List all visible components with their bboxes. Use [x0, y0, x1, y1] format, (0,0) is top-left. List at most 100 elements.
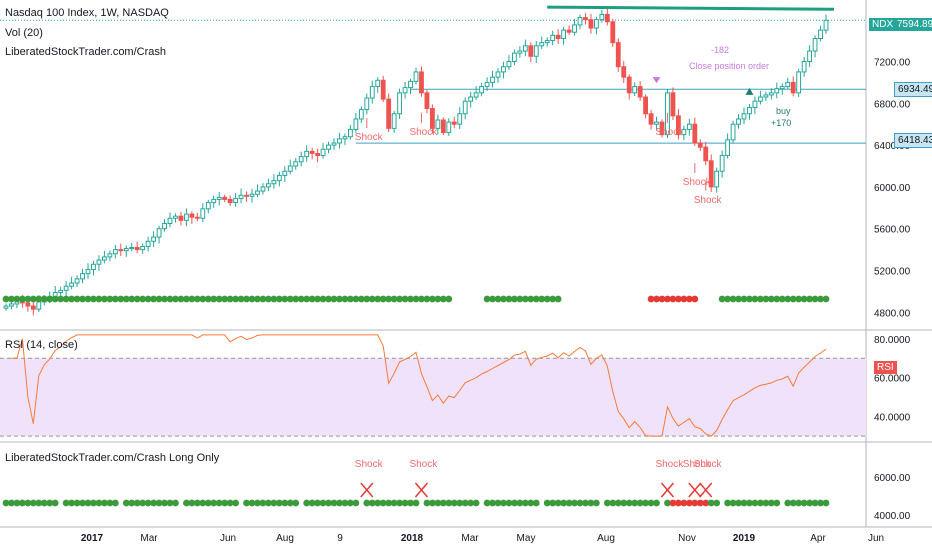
strategy-signal-dot	[101, 499, 108, 507]
candle-body	[561, 29, 567, 39]
signal-dot	[330, 295, 338, 303]
rsi-pane-label[interactable]: RSI (14, close)	[5, 339, 78, 351]
strategy-shock-label: Shock	[683, 459, 712, 470]
strategy-signal-dot	[292, 499, 300, 507]
candle-body	[265, 183, 271, 188]
signal-dot	[19, 295, 26, 303]
signal-dot	[259, 295, 267, 303]
strategy-signal-dot	[467, 499, 475, 507]
signal-dot	[647, 295, 655, 303]
time-tick-label: Jun	[868, 533, 884, 544]
strategy-signal-dot	[587, 499, 595, 507]
strategy-signal-dot	[423, 499, 431, 507]
strategy-signal-dot	[24, 499, 32, 507]
signal-dot	[188, 295, 196, 303]
candle-body	[686, 123, 692, 130]
signal-dot	[237, 295, 245, 303]
signal-dot	[101, 295, 108, 303]
signal-dot	[226, 295, 234, 303]
signal-dot	[150, 295, 158, 303]
candle-body	[501, 66, 506, 73]
candle-body	[495, 71, 501, 78]
strategy-signal-dot	[500, 499, 507, 507]
shock-x-mark	[414, 482, 429, 498]
candle-body	[670, 92, 676, 117]
candle-body	[648, 113, 654, 125]
strategy-signal-dot	[636, 499, 644, 507]
strategy-signal-dot	[767, 499, 775, 507]
signal-dot	[795, 295, 803, 303]
strategy-signal-dot	[445, 499, 453, 507]
candle-body	[637, 86, 643, 98]
candle-body	[779, 86, 785, 90]
candle-body	[85, 268, 91, 275]
candle-body	[517, 50, 523, 54]
candle-body	[74, 278, 80, 284]
signal-dot	[811, 295, 819, 303]
signal-dot	[429, 295, 436, 303]
candle-body	[490, 76, 495, 83]
signal-dot	[24, 295, 32, 303]
signal-dot	[500, 295, 507, 303]
strategy-signal-dot	[647, 499, 655, 507]
strategy-signal-dot	[314, 499, 321, 507]
price-tick-label: 6000.00	[874, 183, 911, 194]
candle-body	[364, 97, 370, 111]
candle-body	[320, 148, 326, 157]
candle-body	[293, 161, 299, 167]
signal-dot	[757, 295, 764, 303]
strategy-signal-dot	[664, 499, 671, 507]
strategy-signal-dot	[472, 499, 480, 507]
shock-label: Shock	[683, 177, 712, 188]
candle-body	[457, 113, 463, 125]
candle-body	[69, 282, 75, 287]
rsi-tick-label: 40.0000	[874, 413, 911, 424]
strategy-signal-dot	[46, 499, 54, 507]
strategy-signal-dot	[221, 499, 229, 507]
signal-dot	[204, 295, 212, 303]
strategy-signal-dot	[330, 499, 338, 507]
price-tick-label: 6400.00	[874, 141, 911, 152]
candle-body	[123, 248, 129, 252]
strategy-signal-dot	[439, 499, 447, 507]
candle-body	[818, 29, 823, 39]
signal-dot	[724, 295, 731, 303]
volume-indicator-label[interactable]: Vol (20)	[5, 27, 43, 39]
signal-dot	[35, 295, 43, 303]
signal-dot	[13, 295, 21, 303]
signal-dot	[193, 295, 201, 303]
strategy-signal-dot	[554, 499, 562, 507]
strategy-signal-dot	[696, 499, 704, 507]
crash-indicator-label[interactable]: LiberatedStockTrader.com/Crash	[5, 46, 166, 58]
signal-dot	[822, 295, 830, 303]
signal-dot	[117, 295, 125, 303]
candle-body	[183, 213, 189, 221]
strategy-signal-dot	[735, 499, 742, 507]
strategy-signal-dot	[461, 499, 469, 507]
strategy-signal-dot	[543, 499, 551, 507]
candle-body	[326, 144, 331, 150]
signal-dot	[297, 295, 305, 303]
strategy-signal-dot	[811, 499, 819, 507]
close-order-arrow	[652, 77, 661, 84]
signal-dot	[718, 295, 726, 303]
candle-body	[222, 196, 228, 200]
strategy-signal-dot	[259, 499, 267, 507]
signal-dot	[8, 295, 15, 303]
signal-dot	[434, 295, 442, 303]
strategy-signal-dot	[84, 499, 92, 507]
strategy-signal-dot	[95, 499, 103, 507]
signal-dot	[439, 295, 447, 303]
price-tick-label: 7200.00	[874, 57, 911, 68]
candle-body	[304, 150, 310, 158]
signal-dot	[746, 295, 753, 303]
candle-body	[528, 45, 534, 57]
last-price-badge: 7594.89	[894, 18, 932, 31]
strategy-signal-dot	[702, 499, 710, 507]
candle-body	[3, 305, 9, 309]
strategy-signal-dot	[286, 499, 294, 507]
signal-dot	[489, 295, 496, 303]
strategy-pane-label[interactable]: LiberatedStockTrader.com/Crash Long Only	[5, 452, 220, 464]
candle-body	[63, 285, 69, 291]
